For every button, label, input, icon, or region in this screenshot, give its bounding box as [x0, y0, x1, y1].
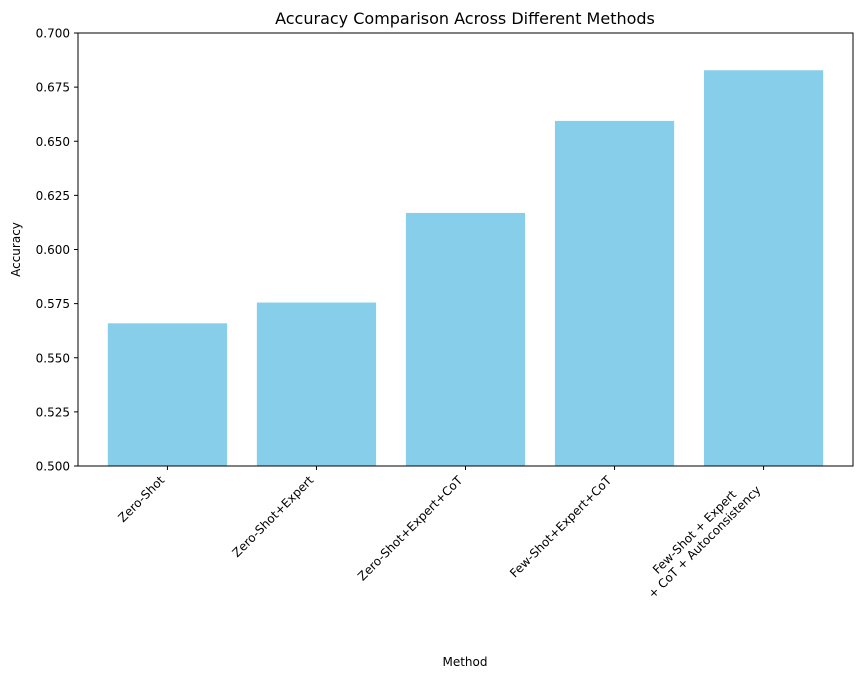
x-axis-title: Method — [442, 655, 487, 669]
bar — [405, 212, 526, 466]
bars-layer — [107, 70, 824, 467]
y-axis-title: Accuracy — [9, 222, 23, 277]
bar — [554, 120, 675, 467]
chart-title: Accuracy Comparison Across Different Met… — [275, 9, 655, 28]
y-tick-label: 0.600 — [36, 243, 70, 257]
y-tick-label: 0.500 — [36, 460, 70, 474]
y-tick-label: 0.675 — [36, 81, 70, 95]
y-tick-label: 0.625 — [36, 189, 70, 203]
y-tick-label: 0.700 — [36, 27, 70, 41]
y-axis: 0.500 0.525 0.550 0.575 0.600 0.625 0.650 0.675… — [36, 27, 78, 474]
bar — [703, 70, 824, 467]
y-tick-label: 0.550 — [36, 351, 70, 365]
bar — [107, 323, 228, 466]
y-tick-label: 0.650 — [36, 135, 70, 149]
plot-frame — [77, 32, 854, 467]
bar — [256, 302, 377, 466]
y-tick-label: 0.525 — [36, 405, 70, 419]
y-tick-label: 0.575 — [36, 297, 70, 311]
